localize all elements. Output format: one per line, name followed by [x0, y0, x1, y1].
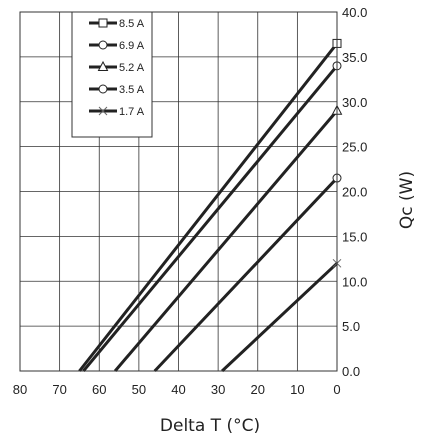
x-tick-label-1: 70 [52, 382, 66, 397]
series-line-3 [153, 177, 339, 373]
series-line-1 [82, 64, 339, 372]
y-tick-label-3: 15.0 [342, 229, 367, 244]
y-tick-label-2: 10.0 [342, 274, 367, 289]
series-line-4 [221, 262, 339, 373]
legend-marker-0 [98, 18, 108, 28]
x-tick-label-0: 80 [13, 382, 27, 397]
x-axis-title: Delta T (°C) [160, 416, 260, 436]
x-tick-labels: 80 70 60 50 40 30 20 10 0 [13, 382, 341, 397]
legend-marker-4 [98, 106, 108, 116]
legend-marker-2 [97, 60, 109, 71]
legend-marker-3 [98, 84, 108, 94]
y-tick-label-4: 20.0 [342, 185, 367, 200]
legend-label-4: 1.7 A [119, 106, 145, 118]
y-tick-label-1: 5.0 [342, 319, 360, 334]
legend: 8.5 A 6.9 A 5.2 A 3.5 A 1.7 A [71, 11, 153, 138]
legend-label-3: 3.5 A [119, 84, 145, 96]
y-tick-label-7: 35.0 [342, 50, 367, 65]
legend-label-2: 5.2 A [119, 62, 145, 74]
x-tick-label-5: 30 [211, 382, 225, 397]
y-axis-title: Qc (W) [397, 171, 417, 229]
y-tick-label-6: 30.0 [342, 95, 367, 110]
series-line-0 [78, 42, 339, 372]
x-tick-label-8: 0 [333, 382, 340, 397]
x-tick-label-6: 20 [251, 382, 265, 397]
legend-marker-4-b [98, 106, 108, 116]
x-tick-label-4: 40 [171, 382, 185, 397]
y-tick-label-0: 0.0 [342, 364, 360, 379]
legend-label-0: 8.5 A [119, 18, 145, 30]
y-tick-label-8: 40.0 [342, 5, 367, 20]
x-tick-label-7: 10 [290, 382, 304, 397]
y-tick-label-5: 25.0 [342, 140, 367, 155]
legend-box [71, 11, 153, 138]
plot-border [19, 11, 338, 372]
legend-marker-1 [98, 40, 108, 50]
x-tick-label-2: 60 [92, 382, 106, 397]
x-tick-label-3: 50 [132, 382, 146, 397]
legend-label-1: 6.9 A [119, 40, 145, 52]
series-line-2 [113, 109, 339, 372]
y-tick-labels: 0.0 5.0 10.0 15.0 20.0 25.0 30.0 35.0 40.0 [342, 5, 367, 379]
series-lines [78, 42, 339, 373]
